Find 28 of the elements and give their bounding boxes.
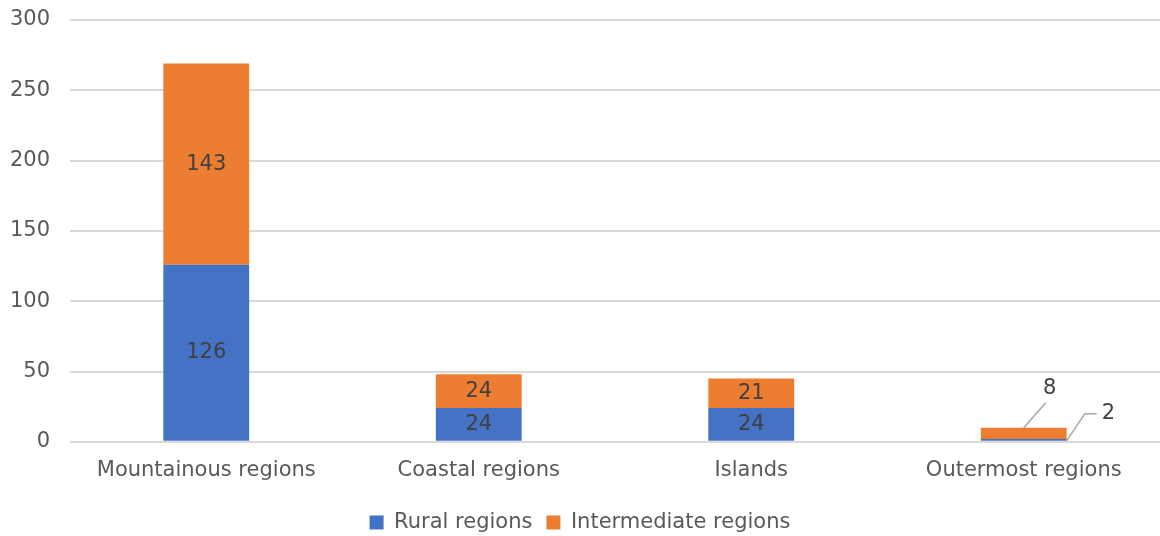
y-tick-label: 300	[9, 6, 50, 31]
x-tick-label: Coastal regions	[397, 456, 560, 481]
bar	[708, 378, 795, 409]
bar	[708, 408, 795, 441]
legend-label: Intermediate regions	[570, 508, 791, 533]
data-label: 24	[465, 377, 493, 402]
data-label: 24	[737, 410, 765, 435]
bar	[980, 427, 1067, 439]
y-tick-label: 250	[9, 76, 50, 101]
y-tick-label: 0	[36, 428, 50, 453]
x-tick-label: Outermost regions	[925, 456, 1122, 481]
y-tick-label: 200	[9, 147, 50, 172]
bar	[435, 374, 522, 409]
x-tick-label: Islands	[714, 456, 788, 481]
y-tick-label: 150	[9, 217, 50, 242]
bar	[435, 408, 522, 441]
data-label: 2	[1101, 400, 1116, 425]
x-tick-label: Mountainous regions	[96, 456, 316, 481]
data-label: 24	[465, 410, 493, 435]
data-label: 21	[737, 379, 765, 404]
y-tick-label: 50	[23, 357, 50, 382]
bar	[163, 63, 250, 265]
data-label: 126	[186, 339, 227, 364]
data-label: 8	[1043, 375, 1057, 400]
y-tick-label: 100	[9, 287, 50, 312]
legend-label: Rural regions	[394, 508, 533, 533]
bar	[163, 264, 250, 441]
data-label: 143	[186, 150, 227, 175]
